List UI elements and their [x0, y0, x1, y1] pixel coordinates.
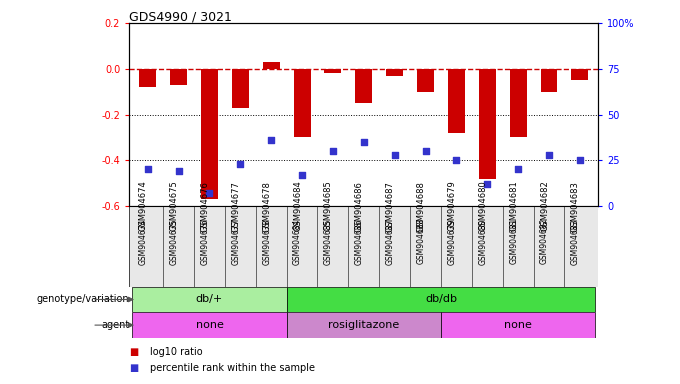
- Point: [235, 161, 245, 167]
- FancyBboxPatch shape: [133, 312, 287, 338]
- Bar: [448, 69, 465, 133]
- Text: GSM904685: GSM904685: [324, 181, 333, 232]
- Bar: [356, 69, 372, 103]
- Bar: [479, 69, 496, 179]
- Text: GSM904687: GSM904687: [386, 181, 394, 232]
- Text: GSM904683: GSM904683: [571, 218, 580, 265]
- Bar: [541, 69, 558, 92]
- Text: GSM904674: GSM904674: [139, 218, 148, 265]
- Bar: [324, 69, 341, 73]
- Text: GSM904676: GSM904676: [201, 218, 209, 265]
- Bar: [170, 69, 187, 85]
- Bar: [386, 69, 403, 76]
- Point: [420, 148, 431, 154]
- Text: GDS4990 / 3021: GDS4990 / 3021: [129, 10, 232, 23]
- Text: log10 ratio: log10 ratio: [150, 347, 202, 357]
- Point: [482, 181, 493, 187]
- Text: ■: ■: [129, 362, 139, 372]
- Point: [543, 152, 554, 158]
- Point: [296, 172, 307, 178]
- Text: GSM904688: GSM904688: [417, 181, 426, 232]
- Bar: [201, 69, 218, 199]
- Text: GSM904688: GSM904688: [417, 218, 426, 265]
- Text: db/+: db/+: [196, 295, 223, 305]
- FancyBboxPatch shape: [129, 206, 598, 287]
- Text: GSM904684: GSM904684: [293, 181, 302, 232]
- Text: GSM904680: GSM904680: [478, 218, 488, 265]
- Point: [142, 166, 153, 172]
- Text: GSM904678: GSM904678: [262, 218, 271, 265]
- FancyBboxPatch shape: [287, 312, 441, 338]
- Text: GSM904674: GSM904674: [139, 181, 148, 232]
- Point: [328, 148, 339, 154]
- Text: ■: ■: [129, 347, 139, 357]
- Point: [389, 152, 400, 158]
- Bar: [417, 69, 434, 92]
- Text: GSM904680: GSM904680: [478, 181, 488, 232]
- Text: GSM904677: GSM904677: [231, 218, 240, 265]
- Text: GSM904686: GSM904686: [355, 181, 364, 232]
- Point: [575, 157, 585, 164]
- Bar: [262, 62, 279, 69]
- FancyBboxPatch shape: [287, 287, 595, 312]
- FancyBboxPatch shape: [441, 312, 595, 338]
- Text: GSM904679: GSM904679: [447, 218, 456, 265]
- Text: genotype/variation: genotype/variation: [37, 295, 129, 305]
- Text: GSM904682: GSM904682: [540, 218, 549, 265]
- Bar: [571, 69, 588, 80]
- FancyBboxPatch shape: [133, 287, 287, 312]
- Text: GSM904686: GSM904686: [355, 218, 364, 265]
- Text: percentile rank within the sample: percentile rank within the sample: [150, 362, 315, 372]
- Text: GSM904676: GSM904676: [201, 181, 209, 232]
- Text: GSM904687: GSM904687: [386, 218, 394, 265]
- Text: GSM904685: GSM904685: [324, 218, 333, 265]
- Bar: [294, 69, 311, 137]
- Text: GSM904677: GSM904677: [231, 181, 240, 232]
- Point: [513, 166, 524, 172]
- Text: agent: agent: [101, 320, 129, 330]
- Text: GSM904683: GSM904683: [571, 181, 580, 232]
- Text: GSM904675: GSM904675: [169, 218, 179, 265]
- Point: [204, 190, 215, 196]
- Text: db/db: db/db: [425, 295, 457, 305]
- Text: GSM904679: GSM904679: [447, 181, 456, 232]
- Text: GSM904675: GSM904675: [169, 181, 179, 232]
- Text: GSM904678: GSM904678: [262, 181, 271, 232]
- Text: GSM904684: GSM904684: [293, 218, 302, 265]
- Point: [266, 137, 277, 143]
- Text: GSM904682: GSM904682: [540, 181, 549, 232]
- Point: [173, 168, 184, 174]
- Text: none: none: [196, 320, 224, 330]
- Point: [358, 139, 369, 145]
- Point: [451, 157, 462, 164]
- Text: GSM904681: GSM904681: [509, 181, 518, 232]
- Text: none: none: [504, 320, 532, 330]
- Bar: [509, 69, 526, 137]
- Text: GSM904681: GSM904681: [509, 218, 518, 265]
- Bar: [139, 69, 156, 87]
- Bar: [232, 69, 249, 108]
- Text: rosiglitazone: rosiglitazone: [328, 320, 399, 330]
